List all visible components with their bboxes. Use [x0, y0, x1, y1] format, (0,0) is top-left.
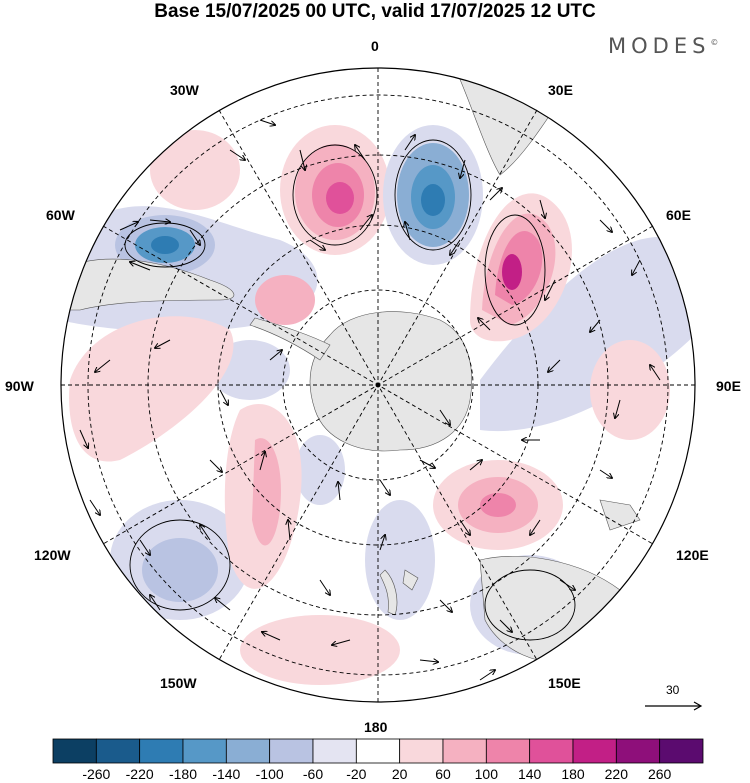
lon-label-60e: 60E: [666, 207, 691, 223]
lon-label-150w: 150W: [160, 675, 197, 691]
map-border: [60, 67, 696, 703]
lon-label-90e: 90E: [716, 378, 741, 394]
colorbar-segment: [182, 738, 227, 764]
colorbar-segment: [225, 738, 271, 764]
lon-label-30e: 30E: [548, 82, 573, 98]
colorbar-tick-label: -60: [302, 766, 324, 782]
antarctic-peninsula: [249, 317, 331, 361]
colorbar-tick-label: 20: [391, 766, 408, 782]
anomaly-pos-west: [69, 316, 234, 462]
anomaly-neg-sw3: [151, 236, 179, 254]
new-zealand: [379, 569, 398, 616]
colorbar-segment: [52, 738, 97, 764]
contour-low-se: [484, 569, 576, 641]
polar-map: [60, 67, 696, 703]
anomaly-pos-south-band2: [252, 438, 281, 546]
lon-label-0: 0: [371, 38, 379, 54]
island-east: [599, 499, 641, 531]
lon-label-30w: 30W: [170, 82, 199, 98]
new-zealand-north: [402, 569, 419, 591]
brand-copyright-mark: ©: [710, 38, 719, 47]
colorbar-segment: [399, 738, 444, 764]
anomaly-neg-center: [365, 500, 435, 620]
lon-label-120w: 120W: [34, 547, 71, 563]
south-america: [61, 258, 235, 311]
brand-logo: MODES©: [608, 34, 718, 58]
contour-low-s: [129, 519, 231, 611]
colorbar-tick-label: -260: [82, 766, 111, 782]
lon-label-150e: 150E: [548, 675, 581, 691]
colorbar-tick-label: 140: [517, 766, 542, 782]
colorbar-tick-label: 220: [604, 766, 629, 782]
anomaly-neg-mid2: [295, 435, 345, 505]
colorbar-segment: [355, 738, 401, 764]
colorbar-segment: [95, 738, 141, 764]
colorbar-tick-label: -20: [346, 766, 367, 782]
colorbar-segment: [269, 738, 314, 764]
colorbar-segment: [572, 738, 617, 764]
colorbar-tick-label: -220: [125, 766, 154, 782]
anomaly-pos-north4: [326, 182, 354, 214]
colorbar-segment: [442, 738, 487, 764]
anomaly-pos-mid-left: [255, 275, 315, 325]
anomaly-neg-east: [480, 236, 695, 432]
colorbar-tick-label: -140: [212, 766, 241, 782]
anomaly-pos-ne4: [502, 254, 522, 290]
colorbar-segment: [485, 738, 531, 764]
colorbar-tick-label: 60: [435, 766, 451, 782]
brand-text: MODES: [608, 34, 711, 58]
colorbar-tick-label: 260: [647, 766, 672, 782]
anomaly-pos-se3: [480, 493, 516, 517]
map-title: Base 15/07/2025 00 UTC, valid 17/07/2025…: [154, 1, 596, 22]
anomaly-field: [61, 68, 695, 692]
anomaly-pos-east: [590, 340, 670, 440]
lon-label-120e: 120E: [676, 547, 709, 563]
anomaly-neg-north4: [421, 184, 445, 216]
contour-high-north: [292, 144, 378, 246]
anomaly-neg-south2: [142, 538, 218, 602]
colorbar-tick-label: -180: [168, 766, 198, 782]
colorbar-tick-label: -100: [255, 766, 284, 782]
lon-label-90w: 90W: [5, 378, 34, 394]
reference-vector-label: 30: [666, 683, 680, 697]
contour-low-north: [394, 139, 472, 251]
lon-label-180: 180: [364, 719, 388, 735]
colorbar-segment: [312, 738, 357, 764]
contour-high-ne: [484, 214, 546, 326]
colorbar-tick-label: 180: [561, 766, 585, 782]
anomaly-pos-upper-left: [150, 130, 240, 210]
anomaly-pos-south: [240, 615, 400, 685]
colorbar-tick-label: 100: [474, 766, 499, 782]
colorbar-segment: [529, 738, 574, 764]
colorbar-segment: [659, 738, 704, 764]
reference-vector: [645, 701, 703, 711]
south-pole-dot: [375, 382, 381, 388]
lon-label-60w: 60W: [46, 207, 75, 223]
colorbar-segment: [615, 738, 661, 764]
colorbar-segment: [139, 738, 184, 764]
antarctica: [309, 311, 472, 452]
colorbar: [52, 738, 704, 764]
